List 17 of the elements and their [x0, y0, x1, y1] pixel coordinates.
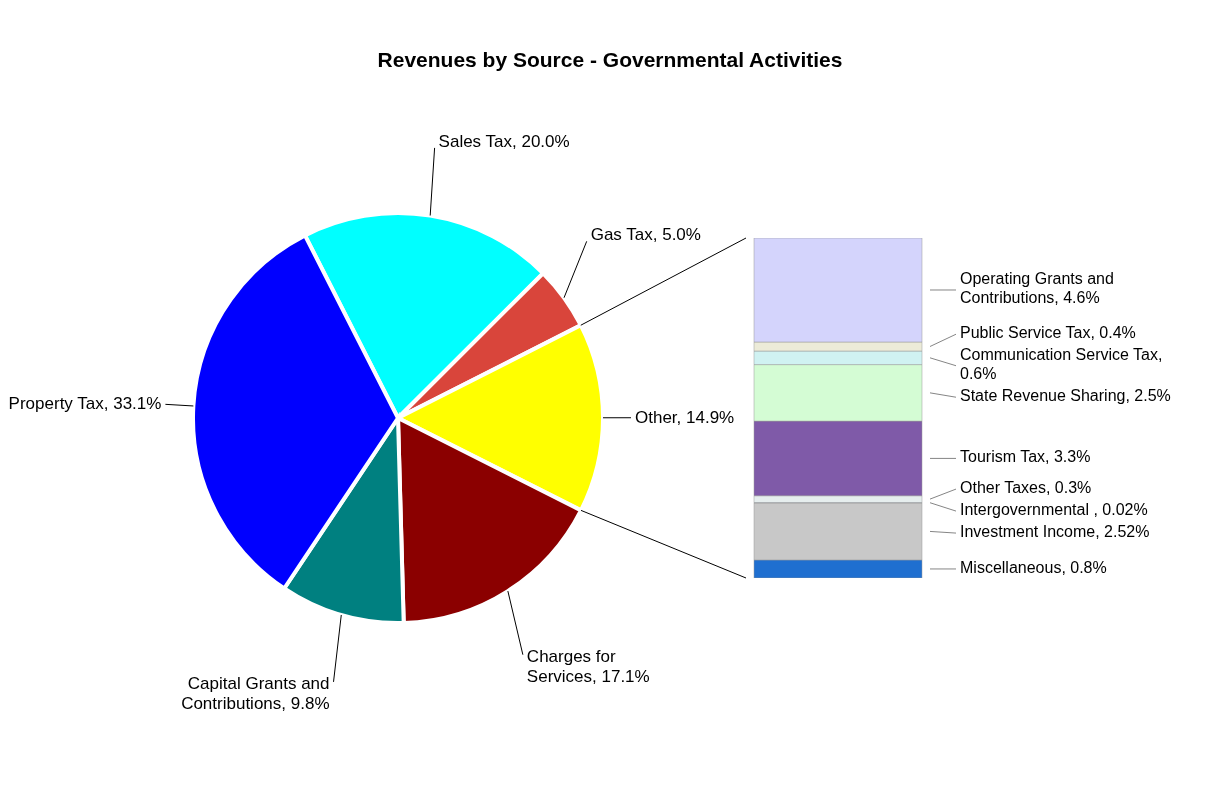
- slice-label: Other, 14.9%: [635, 407, 735, 427]
- text: Other Taxes, 0.3%: [960, 479, 1092, 497]
- chart-title: Revenues by Source - Governmental Activities: [376, 48, 844, 72]
- text: Operating Grants and Contributions, 4.6%: [960, 270, 1114, 307]
- slice-label: Gas Tax, 5.0%: [590, 225, 701, 245]
- text: Public Service Tax, 0.4%: [960, 324, 1136, 342]
- text: Miscellaneous, 0.8%: [960, 558, 1107, 576]
- slice-label: Capital Grants and Contributions, 9.8%: [181, 673, 330, 713]
- data-label: 0.6%: [960, 365, 997, 383]
- text: Intergovernmental , 0.02%: [960, 501, 1148, 519]
- slice-label: Sales Tax, 20.0%: [438, 131, 570, 151]
- text: State Revenue Sharing, 2.5%: [960, 387, 1171, 405]
- text: Communication Service Tax,: [960, 346, 1163, 364]
- text: Investment Income, 2.52%: [960, 523, 1150, 541]
- slice-label: Charges for Services, 17.1%: [526, 646, 650, 686]
- text: Tourism Tax, 3.3%: [960, 448, 1091, 466]
- slice-label: Property Tax, 33.1%: [8, 394, 162, 414]
